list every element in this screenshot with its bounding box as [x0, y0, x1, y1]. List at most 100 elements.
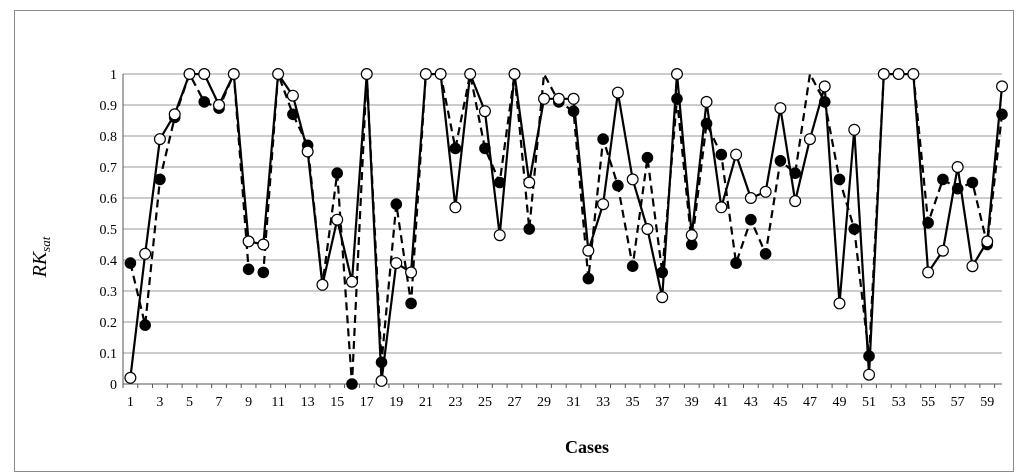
filled-marker-s2: [833, 173, 846, 186]
x-tick-label: 25: [478, 395, 492, 410]
filled-marker-s2: [198, 96, 211, 108]
open-marker-s1: [375, 374, 388, 387]
filled-marker-s2: [789, 167, 801, 179]
x-tick-label: 7: [216, 395, 223, 410]
x-tick-labels: 1 3 5 7 9 11 13 15 17 19 21 23 25 27 29 31 33 35 37 39 41 43 4…: [127, 395, 994, 410]
series-line-2: [129, 73, 1004, 386]
open-marker-s1-top: [419, 67, 432, 80]
x-tick-label: 3: [156, 395, 163, 410]
filled-marker-s2: [774, 155, 787, 167]
filled-marker-s2: [626, 260, 639, 272]
open-marker-s1: [759, 185, 772, 198]
filled-marker-s2: [951, 182, 964, 195]
filled-marker-s2: [493, 176, 506, 189]
filled-marker-s2: [567, 105, 580, 117]
filled-marker-s2: [242, 263, 255, 276]
open-marker-s1: [153, 133, 166, 146]
y-tick-label: 0.4: [100, 254, 118, 269]
open-marker-s1: [331, 213, 344, 226]
open-marker-s1: [449, 201, 462, 214]
open-marker-s1: [803, 133, 816, 146]
open-marker-s1-top: [272, 67, 285, 80]
x-tick-label: 23: [448, 395, 462, 410]
open-marker-s1-top: [434, 67, 447, 80]
x-tick-label: 29: [537, 395, 551, 410]
y-tick-label: 0.2: [100, 316, 118, 331]
open-marker-s1: [257, 238, 270, 251]
series-line-1: [129, 73, 1004, 382]
open-marker-s1: [345, 275, 358, 288]
open-marker-s1: [833, 297, 846, 310]
filled-marker-s2: [139, 319, 151, 331]
open-marker-s1: [922, 266, 935, 279]
series-markers: [124, 67, 1008, 390]
y-tick-label: 0.6: [100, 192, 118, 207]
filled-marker-s2: [523, 223, 536, 235]
x-tick-label: 11: [271, 395, 284, 410]
open-marker-s1: [995, 80, 1008, 93]
x-tick-label: 55: [921, 395, 935, 410]
open-marker-s1: [789, 195, 802, 208]
filled-marker-s2: [346, 378, 358, 390]
series-lines: [129, 73, 1004, 386]
open-marker-s1: [641, 223, 654, 236]
filled-marker-s2: [449, 142, 462, 155]
filled-marker-s2: [597, 133, 609, 145]
filled-marker-s2: [863, 350, 875, 362]
x-tick-label: 13: [301, 395, 315, 410]
filled-marker-s2: [966, 176, 979, 189]
grid-lines: [123, 73, 1002, 354]
x-tick-label: 47: [803, 395, 817, 410]
filled-marker-s2: [479, 142, 491, 155]
filled-marker-s2: [848, 223, 861, 235]
open-marker-s1-top: [360, 67, 373, 80]
open-marker-s1-top: [198, 67, 211, 80]
open-marker-s1-top: [877, 67, 890, 80]
open-marker-s1-top: [892, 67, 905, 80]
open-marker-s1-top: [907, 67, 920, 80]
filled-marker-s2: [287, 108, 299, 121]
open-marker-s1: [405, 266, 418, 279]
y-tick-label: 0.9: [100, 99, 118, 114]
filled-marker-s2: [331, 167, 344, 179]
y-axis-label: RKsat: [29, 236, 53, 278]
open-marker-s1-top: [508, 67, 521, 80]
x-tick-label: 33: [596, 395, 610, 410]
open-marker-s1: [390, 257, 403, 270]
filled-marker-s2: [641, 151, 654, 164]
axes: [122, 74, 1002, 388]
open-marker-s1: [656, 291, 669, 304]
open-marker-s1: [567, 92, 580, 105]
x-tick-label: 31: [567, 395, 581, 410]
filled-marker-s2: [124, 257, 137, 269]
filled-marker-s2: [257, 266, 270, 279]
open-marker-s1: [552, 92, 565, 105]
x-tick-label: 43: [744, 395, 758, 410]
y-tick-label: 0.8: [100, 130, 118, 145]
filled-marker-s2: [730, 257, 742, 269]
chart-frame: 0 0.1 0.2 0.3 0.4 0.5 0.6 0.7 0.8 0.9 1 1 3 5 7 9 11 13 1…: [14, 10, 1014, 472]
filled-marker-s2: [375, 356, 388, 369]
x-tick-label: 15: [330, 395, 344, 410]
open-marker-s1-top: [464, 67, 477, 80]
open-marker-s1: [286, 89, 299, 102]
y-tick-label: 0.3: [100, 285, 118, 300]
open-marker-s1: [582, 244, 595, 257]
x-tick-label: 5: [186, 395, 193, 410]
y-tick-label: 0.7: [100, 161, 118, 176]
open-marker-s1: [951, 161, 964, 174]
open-marker-s1: [597, 198, 610, 211]
filled-marker-s2: [700, 117, 713, 130]
x-tick-label: 53: [892, 395, 906, 410]
filled-marker-s2: [405, 297, 417, 310]
open-marker-s1-top: [670, 67, 683, 80]
open-marker-s1: [981, 235, 994, 248]
filled-marker-s2: [582, 272, 595, 285]
open-marker-s1: [213, 98, 226, 111]
x-tick-label: 21: [419, 395, 433, 410]
open-marker-s1: [124, 371, 137, 384]
x-tick-label: 35: [626, 395, 640, 410]
x-tick-label: 39: [685, 395, 699, 410]
open-marker-s1: [848, 123, 861, 136]
open-marker-s1: [301, 145, 314, 158]
